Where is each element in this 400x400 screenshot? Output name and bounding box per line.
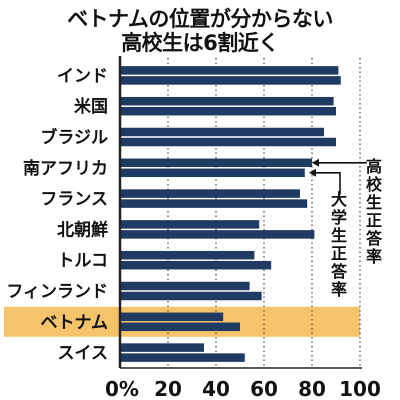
category-label: 北朝鮮 (57, 219, 108, 240)
category-label: フィンランド (6, 282, 108, 302)
x-tick-label: 60 (250, 377, 278, 400)
leader-line-university (311, 172, 341, 195)
bar-university (120, 353, 245, 362)
bar-highschool (120, 220, 260, 229)
x-tick-label: 100 (339, 377, 381, 400)
bar-university (120, 168, 305, 178)
bar-university (120, 106, 336, 116)
bar-university (120, 76, 341, 85)
arrowhead-university (309, 168, 316, 177)
bar-university (120, 260, 272, 270)
chart-title-line-1: ベトナムの位置が分からない (67, 7, 333, 31)
arrowhead-highschool (312, 158, 319, 167)
category-label: 南アフリカ (23, 158, 108, 179)
x-tick-label: 80 (298, 377, 326, 400)
bar-highschool (120, 96, 334, 106)
category-label: トルコ (57, 251, 108, 271)
series-label-highschool: 高校生正答率 (366, 157, 383, 266)
x-tick-label: 20 (154, 377, 182, 400)
bar-university (120, 199, 308, 208)
category-label: 米国 (74, 96, 108, 117)
highlight-band (4, 306, 360, 337)
bar-university (120, 230, 315, 239)
bar-highschool (120, 312, 224, 322)
x-tick-label: 40 (202, 377, 230, 400)
chart-title-line-2: 高校生は6割近く (121, 31, 279, 55)
category-label: ベトナム (41, 313, 109, 333)
bar-university (120, 291, 262, 301)
leader-line-highschool (314, 161, 367, 164)
bar-highschool (120, 250, 255, 260)
bar-university (120, 322, 240, 332)
bar-highschool (120, 281, 250, 291)
category-label: インド (57, 66, 108, 86)
x-tick-label: 0% (105, 377, 139, 400)
bar-highschool (120, 158, 312, 168)
bar-highschool (120, 189, 300, 198)
category-label: ブラジル (40, 127, 108, 148)
bar-university (120, 137, 336, 147)
series-label-university: 大学生正答率 (331, 190, 348, 299)
category-label: フランス (40, 190, 108, 210)
bar-highschool (120, 66, 339, 75)
bar-highschool (120, 343, 204, 352)
bar-highschool (120, 127, 324, 137)
category-label: スイス (58, 344, 109, 364)
